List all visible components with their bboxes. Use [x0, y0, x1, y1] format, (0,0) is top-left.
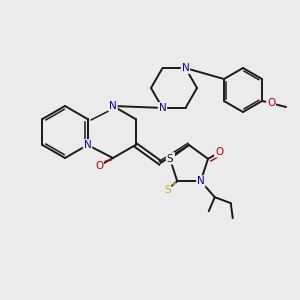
Text: H: H: [167, 153, 174, 163]
Text: O: O: [267, 98, 275, 108]
Text: N: N: [84, 140, 92, 150]
Text: N: N: [159, 103, 167, 113]
Text: S: S: [167, 154, 173, 164]
Text: N: N: [109, 101, 117, 111]
Text: S: S: [164, 185, 171, 195]
Text: N: N: [182, 63, 189, 73]
Text: O: O: [95, 161, 103, 171]
Text: O: O: [215, 147, 223, 157]
Text: N: N: [197, 176, 205, 186]
